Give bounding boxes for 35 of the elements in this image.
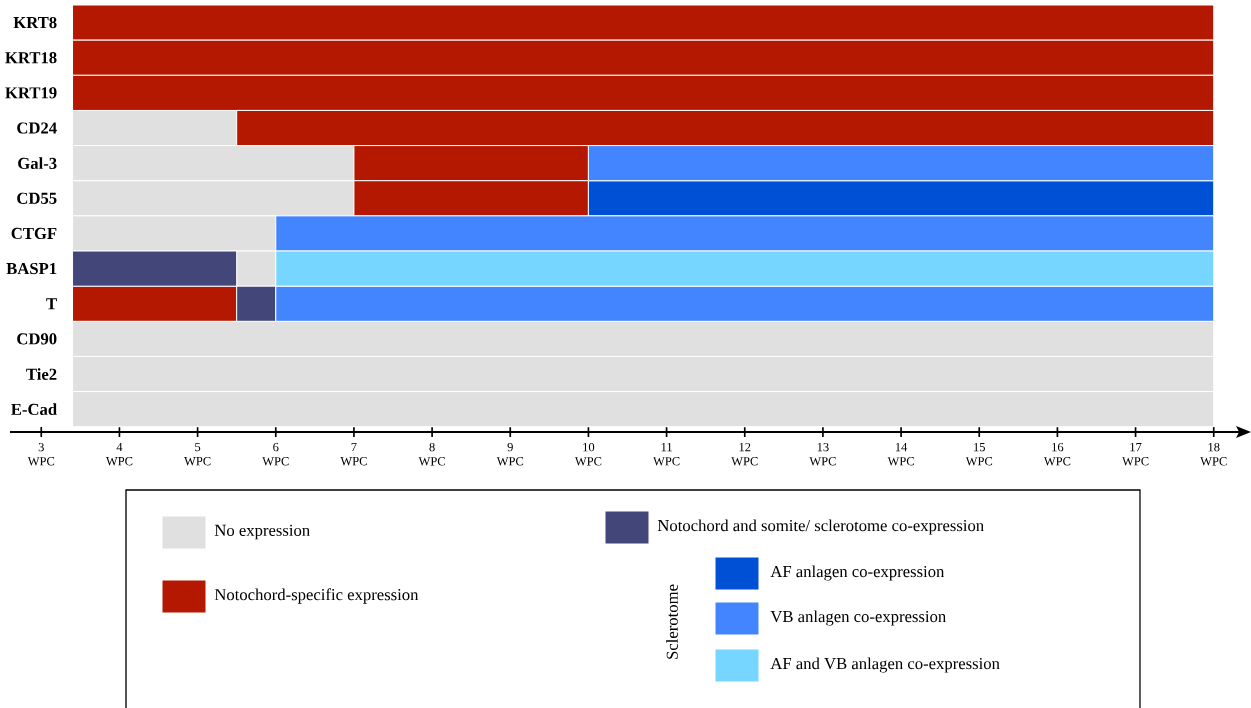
y-tick-label: KRT18	[5, 52, 57, 64]
legend-label: No expression	[214, 524, 310, 540]
y-tick-label: E-Cad	[11, 403, 57, 416]
x-tick-label: 18 WPC	[1200, 442, 1227, 466]
legend-label: AF and VB anlagen co-expression	[770, 657, 1000, 673]
x-tick-label: 8 WPC	[418, 442, 445, 466]
x-tick-label: 6 WPC	[262, 442, 289, 466]
x-tick-label: 13 WPC	[809, 442, 836, 466]
x-tick-label: 5 WPC	[184, 442, 211, 466]
x-tick-label: 4 WPC	[105, 442, 133, 466]
text: Sclerotome	[666, 584, 678, 659]
x-tick-label: 12 WPC	[731, 442, 758, 466]
y-tick-label: BASP1	[6, 263, 57, 275]
y-tick-label: CD24	[17, 122, 57, 134]
x-tick-label: 17 WPC	[1122, 442, 1149, 466]
y-tick-label: CD55	[17, 192, 57, 204]
y-tick-label: CD90	[17, 333, 57, 345]
legend-label: AF anlagen co-expression	[770, 565, 945, 581]
x-tick-label: 3 WPC	[27, 442, 55, 466]
y-tick-label: KRT8	[13, 16, 57, 29]
legend-label: Notochord-specific expression	[214, 588, 419, 604]
x-tick-label: 10 WPC	[574, 442, 602, 466]
x-tick-label: 14 WPC	[887, 442, 914, 466]
x-tick-label: 16 WPC	[1043, 442, 1071, 466]
x-tick-label: 7 WPC	[340, 442, 367, 466]
y-tick-label: Tie2	[26, 368, 57, 380]
y-tick-label: Gal-3	[18, 157, 57, 170]
legend-label: VB anlagen co-expression	[770, 610, 946, 626]
x-tick-label: 15 WPC	[965, 442, 993, 466]
y-tick-label: T	[46, 298, 57, 310]
y-tick-label: CTGF	[11, 227, 57, 240]
x-tick-label: 9 WPC	[496, 442, 524, 466]
x-tick-label: 11 WPC	[653, 442, 680, 466]
y-tick-label: KRT19	[5, 87, 57, 99]
legend-label: Notochord and somite/ sclerotome co-expression	[657, 519, 984, 535]
